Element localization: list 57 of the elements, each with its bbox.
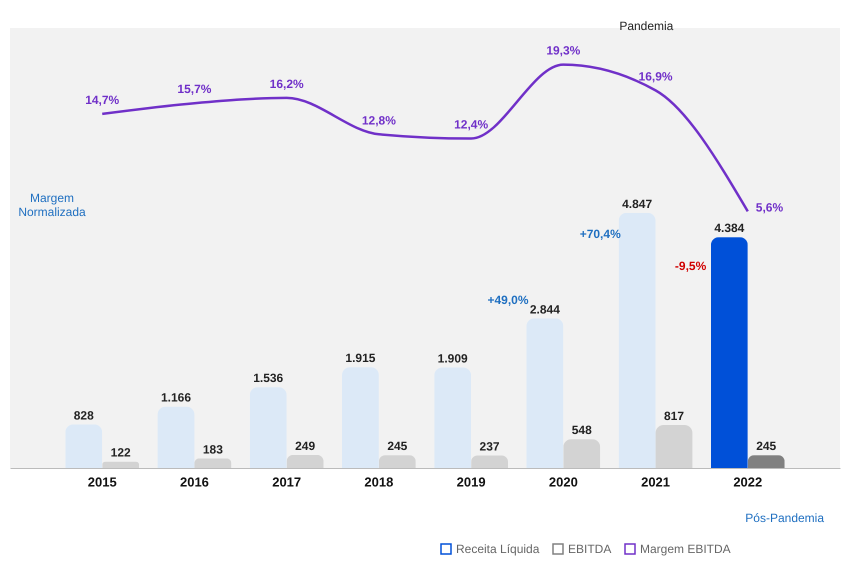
data-label: 237 — [480, 440, 500, 454]
bar — [158, 406, 194, 468]
data-label: 15,7% — [177, 82, 212, 96]
bar — [471, 456, 508, 468]
bar — [194, 458, 232, 468]
data-label: 122 — [110, 446, 131, 460]
text: Pandemia — [619, 19, 674, 33]
data-label: 4.384 — [714, 221, 745, 236]
x-tick-label: 2020 — [548, 474, 578, 490]
legend-label: EBITDA — [568, 542, 612, 556]
data-label: 19,3% — [546, 44, 581, 58]
annotation: -9,5% — [674, 259, 707, 273]
text: Pós-Pandemia — [745, 511, 824, 525]
data-label: 245 — [756, 439, 777, 454]
bar — [65, 424, 102, 468]
data-label: 1.909 — [438, 351, 468, 366]
legend-label: Receita Líquida — [456, 542, 540, 556]
legend-label: Margem EBITDA — [640, 542, 731, 556]
data-label: 1.536 — [253, 371, 284, 386]
annotation: +70,4% — [580, 227, 622, 241]
bar — [748, 455, 785, 468]
bar — [563, 439, 600, 468]
data-label: 2.844 — [530, 302, 560, 316]
annotation: +49,0% — [487, 293, 529, 307]
data-label: 245 — [387, 439, 408, 454]
x-tick-label: 2019 — [456, 474, 486, 490]
data-label: 16,9% — [638, 69, 673, 84]
bar — [342, 367, 379, 468]
bar — [378, 455, 416, 468]
data-label: 12,4% — [454, 118, 488, 132]
data-label: 828 — [74, 408, 94, 422]
data-label: 4.847 — [622, 196, 652, 211]
data-label: 14,7% — [85, 92, 120, 107]
data-label: 249 — [295, 438, 316, 453]
data-label: 548 — [572, 423, 592, 438]
data-label: 817 — [664, 408, 684, 423]
bar — [434, 367, 472, 468]
bar — [250, 387, 287, 468]
bar — [286, 454, 324, 468]
bar — [656, 424, 692, 468]
data-label: 16,2% — [270, 76, 304, 91]
x-tick-label: 2016 — [180, 474, 209, 490]
x-tick-label: 2018 — [364, 474, 394, 490]
x-tick-label: 2022 — [733, 474, 762, 490]
data-label: 5,6% — [756, 200, 784, 214]
x-tick-label: 2017 — [272, 474, 302, 490]
data-label: 12,8% — [362, 113, 396, 128]
bar — [102, 462, 140, 468]
x-tick-label: 2021 — [641, 474, 670, 490]
annotation: Margem Normalizada — [18, 191, 86, 219]
x-tick-label: 2015 — [88, 474, 117, 490]
data-label: 1.166 — [160, 390, 192, 405]
bar — [618, 212, 656, 468]
data-label: 1.915 — [345, 351, 376, 366]
bar — [710, 237, 748, 468]
bar — [526, 318, 564, 468]
data-label: 183 — [202, 442, 224, 456]
